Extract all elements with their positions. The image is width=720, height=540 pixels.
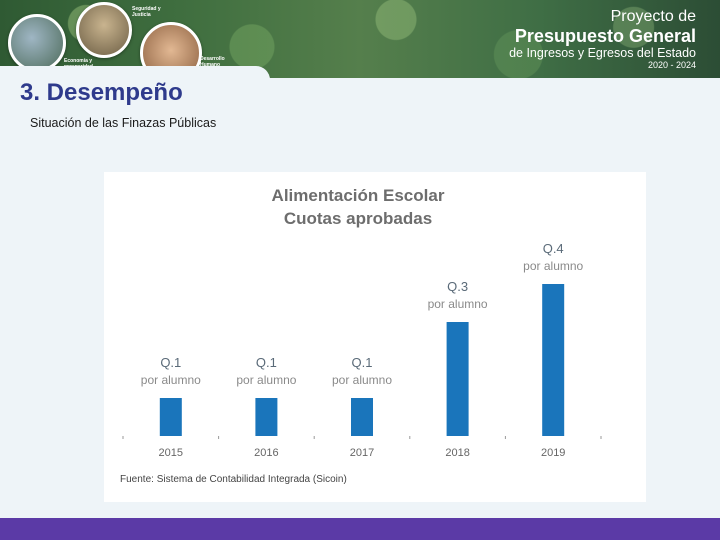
x-tick-label-2017: 2017 [350, 447, 374, 459]
economia-photo [8, 14, 66, 72]
bar-2016 [255, 398, 278, 436]
x-tick-label-2016: 2016 [254, 447, 278, 459]
unit-label-2018: por alumno [428, 297, 488, 311]
bar-2017 [351, 398, 373, 436]
project-logo: Proyecto de Presupuesto General de Ingre… [509, 8, 696, 70]
desarrollo-label: Desarrollo Humano [200, 56, 225, 68]
seguridad-photo [76, 2, 132, 58]
chart-panel: Alimentación Escolar Cuotas aprobadas Q.… [104, 172, 646, 502]
bar-chart: Alimentación Escolar Cuotas aprobadas Q.… [120, 186, 602, 485]
unit-label-2015: por alumno [141, 373, 201, 387]
bar-2015 [159, 398, 182, 436]
value-label-2018: Q.3 [447, 279, 468, 294]
value-label-2015: Q.1 [160, 355, 181, 370]
banner-curve [0, 66, 270, 80]
value-label-2019: Q.4 [543, 241, 564, 256]
unit-label-2016: por alumno [236, 373, 296, 387]
unit-label-2017: por alumno [332, 373, 392, 387]
project-line1: Proyecto de [610, 8, 696, 25]
header-banner: Seguridad y Justicia Economía y prosperi… [0, 0, 720, 78]
chart-source: Fuente: Sistema de Contabilidad Integrad… [120, 474, 347, 485]
project-line3: de Ingresos y Egresos del Estado [509, 46, 696, 60]
unit-label-2019: por alumno [523, 259, 583, 273]
x-tick-label-2019: 2019 [541, 447, 565, 459]
value-label-2016: Q.1 [256, 355, 277, 370]
footer-bar [0, 518, 720, 540]
project-line2: Presupuesto General [514, 26, 696, 46]
x-tick-label-2015: 2015 [159, 447, 183, 459]
chart-title-line2: Cuotas aprobadas [284, 209, 432, 228]
seguridad-label: Seguridad y Justicia [132, 6, 161, 18]
page-title: 3. Desempeño [20, 79, 183, 106]
x-tick-label-2018: 2018 [445, 447, 469, 459]
chart-title-line1: Alimentación Escolar [272, 186, 445, 205]
bar-2019 [542, 284, 565, 436]
bar-2018 [446, 322, 469, 436]
project-line4: 2020 - 2024 [647, 60, 696, 70]
value-label-2017: Q.1 [352, 355, 373, 370]
page-subtitle: Situación de las Finazas Públicas [30, 116, 217, 130]
